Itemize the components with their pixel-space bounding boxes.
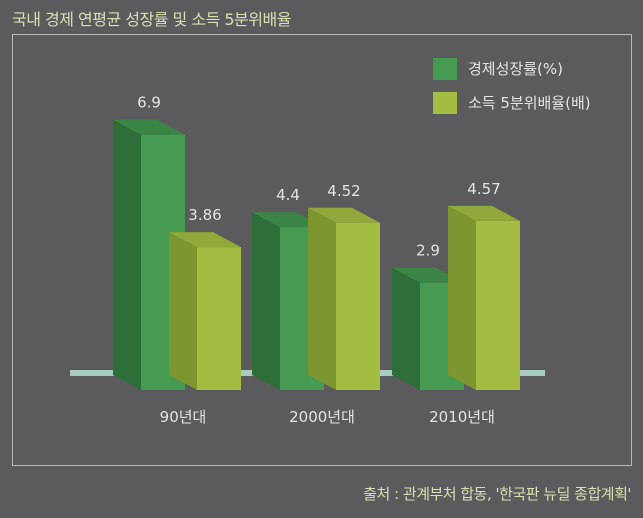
value-label-s2-3: 4.57	[467, 180, 500, 198]
category-label-3: 2010년대	[429, 408, 495, 426]
source-note: 출처 : 관계부처 합동, '한국판 뉴딜 종합계획'	[363, 485, 631, 503]
bar-side-s2-2	[308, 207, 336, 390]
category-label-2: 2000년대	[289, 408, 355, 426]
value-label-s1-2: 4.4	[276, 186, 300, 204]
value-label-s2-1: 3.86	[188, 206, 221, 224]
value-label-s2-2: 4.52	[327, 182, 360, 200]
chart-panel	[12, 34, 632, 466]
legend-swatch-2	[433, 92, 457, 114]
bar-s2-3	[476, 220, 520, 390]
bar-side-s1-2	[252, 212, 280, 390]
value-label-s1-1: 6.9	[137, 94, 161, 112]
bar-s2-1	[197, 247, 241, 390]
bar-top-s1-2	[252, 212, 324, 228]
chart-title: 국내 경제 연평균 성장률 및 소득 5분위배율	[12, 10, 291, 29]
bar-s2-2	[336, 222, 380, 390]
bar-side-s1-3	[392, 267, 420, 390]
legend-swatch-1	[433, 58, 457, 80]
legend-label-1: 경제성장률(%)	[468, 60, 563, 78]
legend-label-2: 소득 5분위배율(배)	[468, 94, 591, 112]
bar-top-s2-1	[169, 232, 241, 248]
bar-side-s2-1	[169, 232, 197, 390]
bar-side-s2-3	[448, 205, 476, 390]
bar-top-s2-2	[308, 207, 380, 223]
bar-side-s1-1	[113, 119, 141, 390]
bar-top-s1-3	[392, 267, 464, 283]
value-label-s1-3: 2.9	[416, 242, 440, 260]
bar-top-s1-1	[113, 119, 185, 135]
category-label-1: 90년대	[160, 408, 207, 426]
bar-top-s2-3	[448, 205, 520, 221]
